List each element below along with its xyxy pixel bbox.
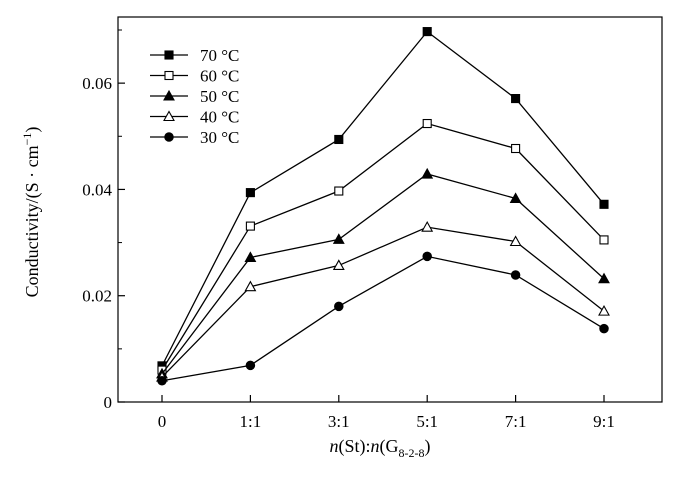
- data-point: [598, 272, 610, 284]
- legend-marker: [163, 110, 175, 122]
- x-tick-label: 3:1: [328, 412, 350, 431]
- data-point: [157, 375, 167, 386]
- legend-entry: 60 °C: [150, 67, 239, 86]
- series-5: [157, 251, 609, 386]
- series-line: [161, 255, 605, 382]
- series-line: [161, 122, 605, 371]
- legend-label: 30 °C: [200, 128, 239, 147]
- y-tick-label: 0: [104, 393, 113, 412]
- y-tick-label: 0.06: [82, 74, 112, 93]
- series-3: [156, 167, 610, 379]
- data-point: [244, 251, 257, 263]
- legend-label: 40 °C: [200, 108, 239, 127]
- x-tick-label: 7:1: [505, 412, 527, 431]
- data-point: [509, 192, 522, 204]
- x-tick-label: 9:1: [593, 412, 615, 431]
- data-point: [422, 251, 432, 262]
- series-layer: [156, 27, 610, 386]
- data-point: [598, 304, 610, 316]
- y-tick-label: 0.04: [82, 180, 112, 199]
- data-point: [422, 27, 432, 37]
- data-point: [245, 360, 256, 371]
- data-point: [510, 270, 521, 280]
- data-point: [511, 143, 521, 154]
- legend-entry: 50 °C: [150, 87, 239, 106]
- legend-label: 50 °C: [200, 87, 239, 106]
- data-point: [244, 280, 257, 292]
- legend-marker: [163, 89, 175, 101]
- legend-marker: [164, 70, 174, 81]
- series-line: [161, 226, 605, 378]
- y-tick-label: 0.02: [82, 287, 112, 306]
- legend-label: 60 °C: [200, 67, 239, 86]
- legend-entry: 40 °C: [150, 108, 239, 127]
- data-point: [245, 188, 255, 198]
- data-point: [599, 199, 609, 209]
- y-axis-title: Conductivity/(S · cm−1): [20, 127, 43, 298]
- x-tick-label: 5:1: [416, 412, 438, 431]
- data-point: [334, 186, 344, 196]
- x-tick-label: 1:1: [240, 412, 262, 431]
- data-point: [332, 259, 345, 270]
- plot-frame: [117, 16, 663, 403]
- data-point: [599, 235, 609, 245]
- data-point: [334, 134, 344, 145]
- series-4: [156, 221, 610, 382]
- x-tick-label: 0: [158, 412, 167, 431]
- data-point: [511, 94, 521, 104]
- data-point: [245, 221, 255, 231]
- legend-entry: 70 °C: [150, 46, 239, 65]
- legend-marker: [164, 132, 174, 142]
- legend: 70 °C 60 °C50 °C 40 °C30 °C: [150, 46, 239, 147]
- data-point: [421, 167, 434, 179]
- data-point: [509, 235, 522, 247]
- legend-entry: 30 °C: [150, 128, 239, 147]
- series-2: [157, 118, 609, 375]
- legend-marker: [164, 50, 174, 60]
- axes: 0 0.02 0.04 0.06 0 1:1 3:1 5:1 7:1 9:1: [82, 16, 663, 431]
- x-axis-title: n(St):n(G8-2-8): [329, 436, 430, 460]
- data-point: [332, 233, 345, 244]
- data-point: [422, 118, 432, 129]
- data-point: [599, 323, 609, 334]
- legend-label: 70 °C: [200, 46, 239, 65]
- series-line: [161, 30, 605, 367]
- series-line: [161, 173, 605, 375]
- data-point: [421, 221, 434, 232]
- data-point: [334, 301, 344, 312]
